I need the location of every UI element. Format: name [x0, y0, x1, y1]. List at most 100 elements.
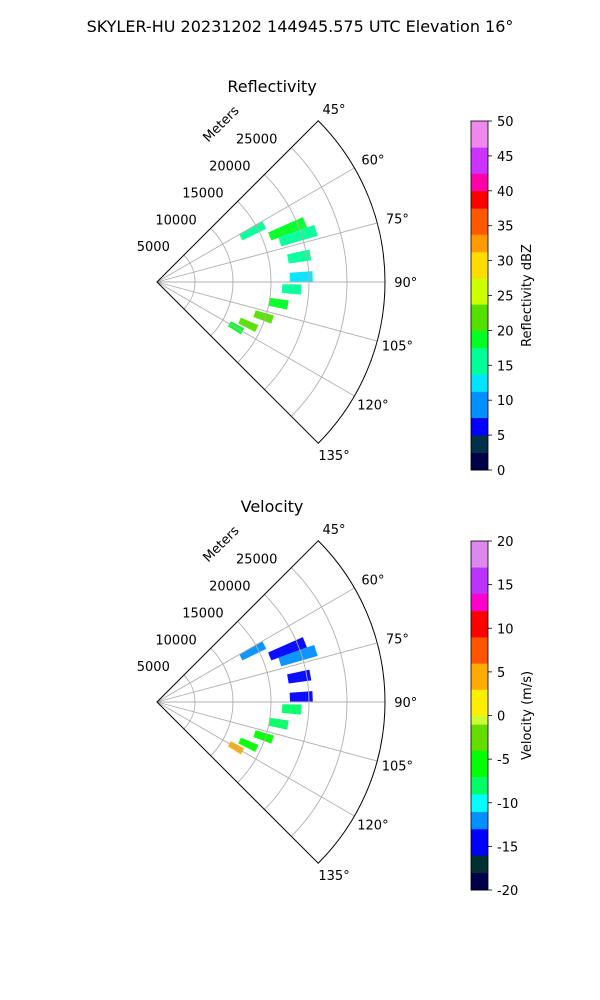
angle-tick-label: 105° [382, 339, 413, 354]
colorbar-segment [471, 837, 488, 847]
colorbar-segment [471, 426, 488, 436]
colorbar-tick-label: 30 [497, 255, 514, 270]
angle-tick-label: 90° [394, 276, 417, 291]
radial-tick-label: 20000 [209, 160, 250, 175]
colorbar-segment [471, 129, 488, 139]
colorbar-tick-label: 5 [497, 666, 505, 681]
colorbar-segment [471, 208, 488, 218]
angle-tick-label: 45° [323, 103, 346, 118]
radial-tick-label: 25000 [236, 553, 277, 568]
colorbar-segment [471, 138, 488, 148]
colorbar-segment [471, 759, 488, 769]
colorbar-segment [471, 391, 488, 401]
radar-echo [287, 669, 312, 684]
radial-tick-label: 5000 [137, 660, 170, 675]
angle-tick-label: 135° [318, 449, 349, 464]
radial-tick-label: 10000 [155, 633, 196, 648]
sector-outline [156, 120, 386, 444]
radial-tick-label: 15000 [182, 186, 223, 201]
colorbar-segment [471, 724, 488, 734]
radar-panel-1: Reflectivity 45° 60° 75° 90° 105° 120° 135° 5000… [137, 77, 535, 479]
panel-title: Reflectivity [227, 77, 316, 96]
colorbar-segment [471, 654, 488, 664]
colorbar-segment [471, 732, 488, 743]
colorbar-segment [471, 356, 488, 366]
azimuth-gridline [156, 167, 355, 283]
colorbar-tick-label: 45 [497, 150, 514, 165]
angle-tick-label: 120° [357, 818, 388, 833]
colorbar-segment [471, 155, 488, 166]
colorbar-tick-label: 0 [497, 710, 505, 725]
colorbar-segment [471, 820, 488, 830]
colorbar-segment [471, 541, 488, 551]
radial-tick-label: 5000 [137, 240, 170, 255]
colorbar-segment [471, 400, 488, 410]
angle-tick-label: 120° [357, 398, 388, 413]
radial-tick-label: 10000 [155, 213, 196, 228]
angle-tick-label: 135° [318, 869, 349, 884]
colorbar-segment [471, 767, 488, 777]
colorbar-tick-label: 15 [497, 579, 514, 594]
colorbar-label: Reflectivity dBZ [520, 244, 535, 347]
colorbar-segment [471, 164, 488, 174]
colorbar-tick-label: 0 [497, 464, 505, 479]
azimuth-gridline [156, 701, 355, 817]
colorbar-segment [471, 173, 488, 183]
radar-echo [289, 691, 313, 702]
colorbar-segment [471, 645, 488, 655]
radar-echo [289, 271, 313, 282]
colorbar-segment [471, 382, 488, 392]
colorbar-segment [471, 558, 488, 568]
azimuth-gridline [156, 701, 378, 762]
radar-echo [281, 284, 302, 295]
colorbar-segment [471, 286, 488, 296]
colorbar-segment [471, 374, 488, 384]
colorbar-segment [471, 365, 488, 375]
colorbar-segment [471, 260, 488, 270]
colorbar-segment [471, 549, 488, 559]
radar-echo [253, 730, 274, 744]
colorbar-segment [471, 295, 488, 305]
colorbar-segment [471, 872, 488, 882]
colorbar-segment [471, 408, 488, 419]
colorbar-tick-label: -10 [497, 797, 518, 812]
colorbar-segment [471, 461, 488, 471]
angle-tick-label: 45° [323, 523, 346, 538]
radar-echo [268, 717, 289, 730]
angle-tick-label: 75° [386, 213, 409, 228]
colorbar-segment [471, 147, 488, 157]
colorbar-segment [471, 863, 488, 873]
sector-outline [156, 540, 386, 864]
radial-tick-label: 20000 [209, 580, 250, 595]
colorbar-segment [471, 417, 488, 427]
colorbar-segment [471, 715, 488, 725]
colorbar-tick-label: 25 [497, 290, 514, 305]
radar-echo [239, 641, 267, 661]
colorbar-segment [471, 121, 488, 131]
colorbar-segment [471, 680, 488, 690]
colorbar-segment [471, 628, 488, 638]
colorbar-tick-label: 10 [497, 622, 514, 637]
angle-tick-label: 105° [382, 759, 413, 774]
radar-echo [287, 249, 312, 264]
azimuth-gridline [156, 281, 378, 342]
colorbar-tick-label: 5 [497, 429, 505, 444]
colorbar-segment [471, 698, 488, 708]
colorbar-tick-label: 10 [497, 394, 514, 409]
colorbar-segment [471, 584, 488, 594]
radar-echo [239, 221, 267, 241]
colorbar-segment [471, 575, 488, 586]
colorbar-segment [471, 251, 488, 261]
colorbar-segment [471, 811, 488, 821]
colorbar-segment [471, 750, 488, 760]
colorbar-segment [471, 828, 488, 839]
colorbar-segment [471, 199, 488, 209]
angle-tick-label: 60° [361, 154, 384, 169]
colorbar-segment [471, 602, 488, 612]
colorbar-tick-label: 40 [497, 185, 514, 200]
radar-echo [238, 737, 259, 753]
colorbar-segment [471, 278, 488, 288]
colorbar-segment [471, 636, 488, 647]
colorbar-segment [471, 216, 488, 227]
